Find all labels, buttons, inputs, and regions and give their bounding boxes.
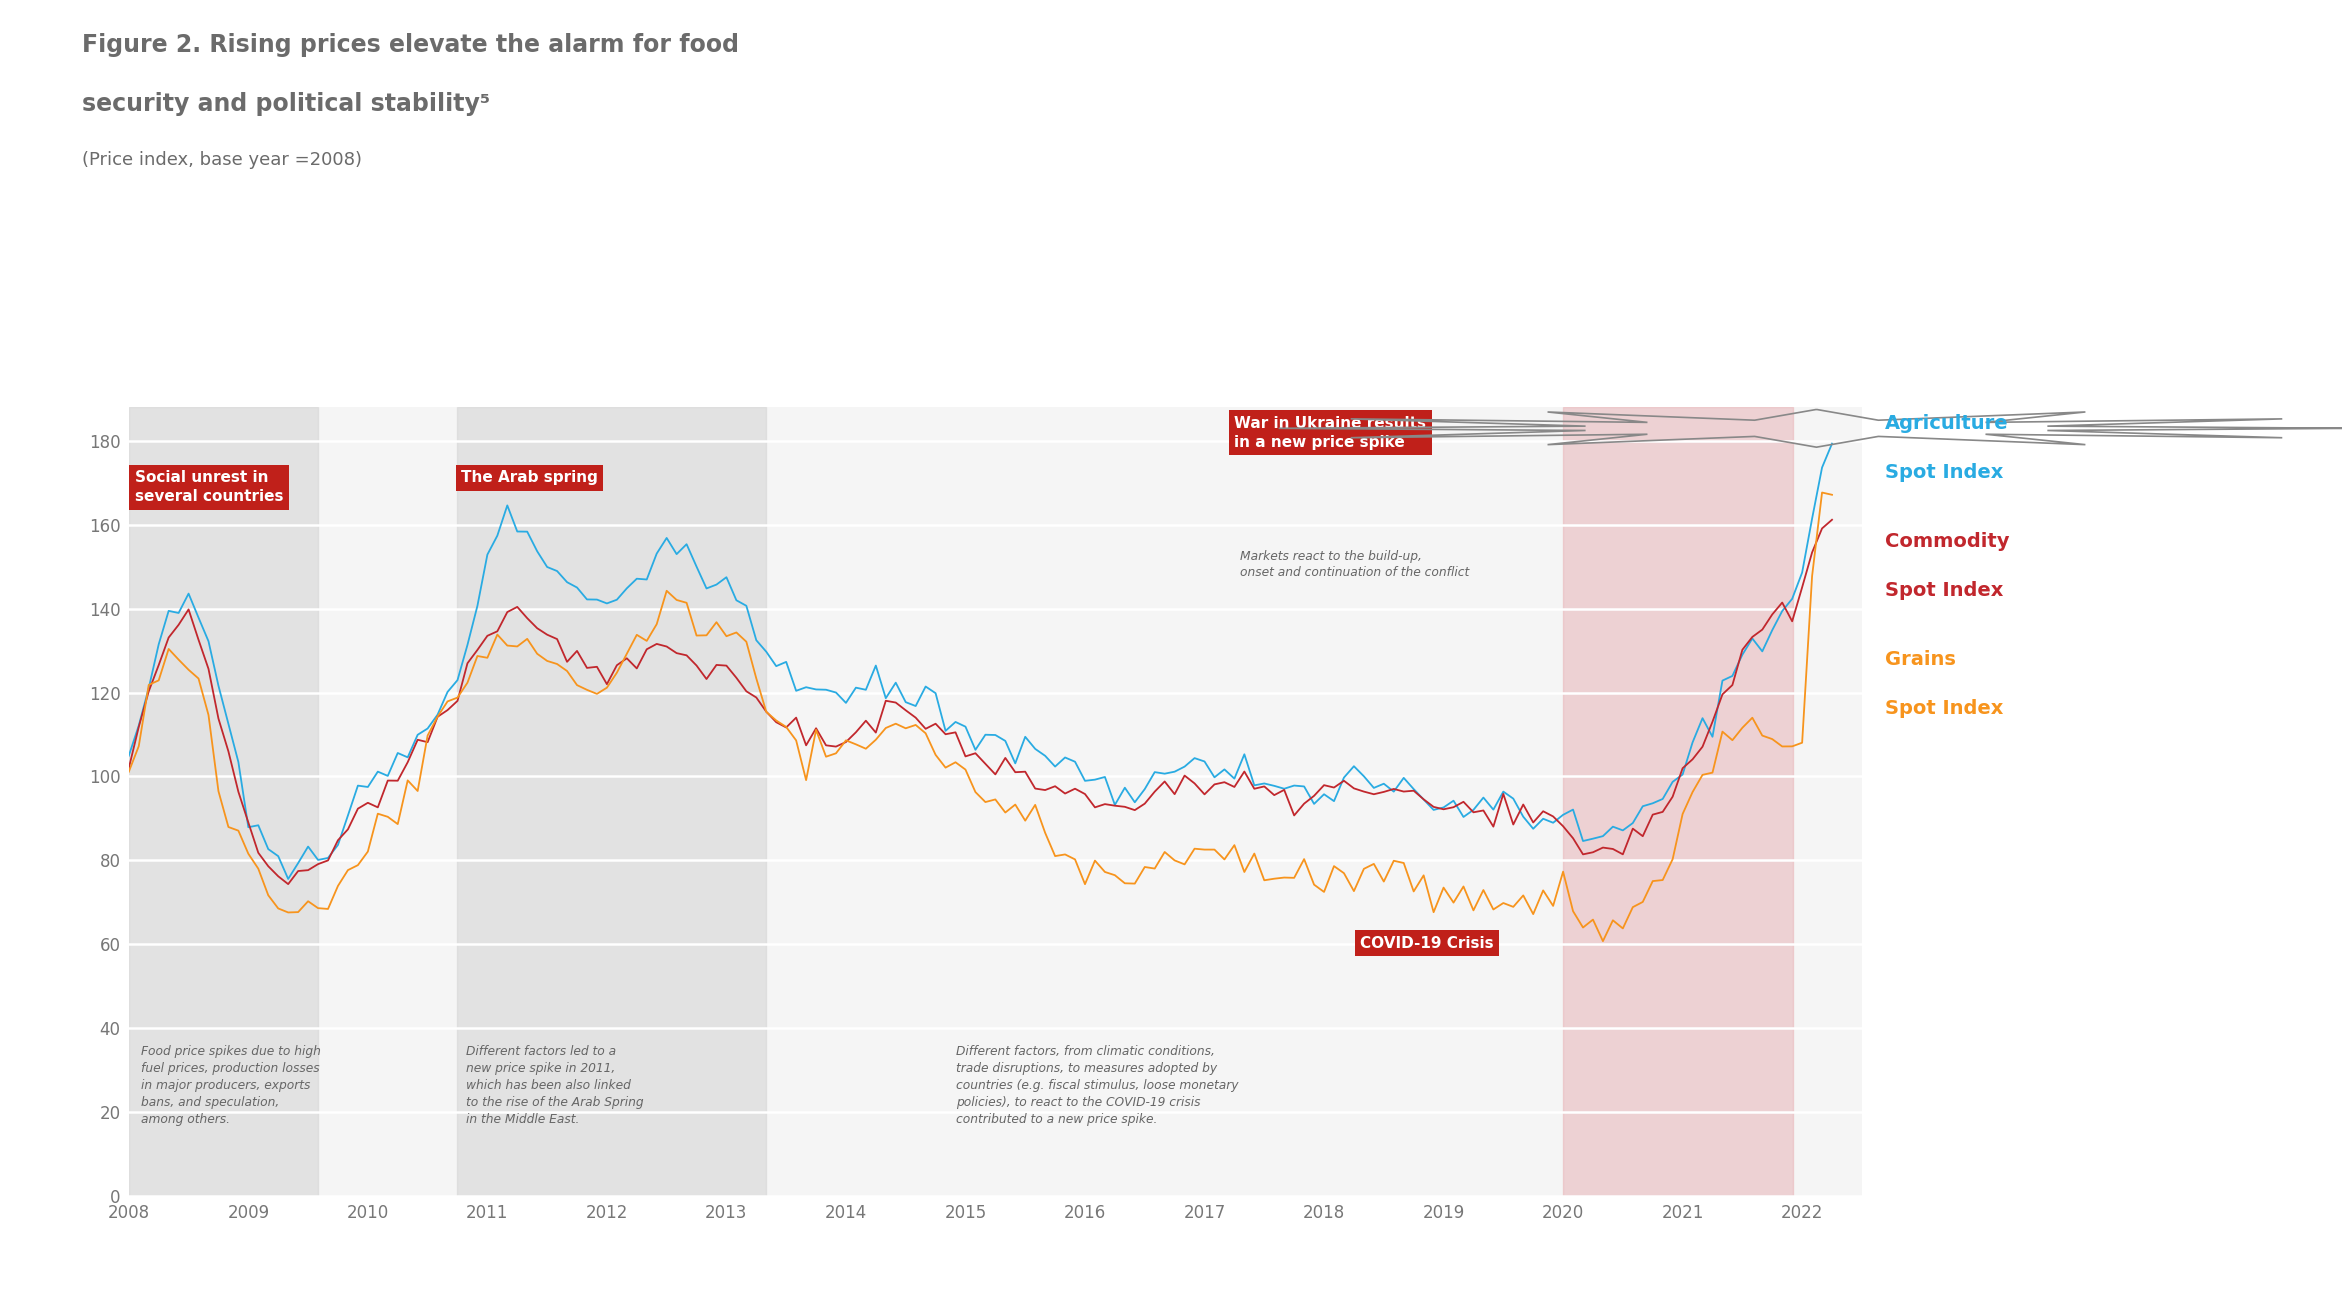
Text: War in Ukraine results
in a new price spike: War in Ukraine results in a new price sp…	[1234, 415, 1426, 449]
Text: Figure 2. Rising prices elevate the alarm for food: Figure 2. Rising prices elevate the alar…	[82, 33, 740, 57]
Text: Commodity: Commodity	[1885, 532, 2009, 551]
Text: Grains: Grains	[1885, 650, 1956, 669]
Bar	[1562, 407, 1792, 1196]
Bar	[457, 407, 766, 1196]
Bar	[129, 407, 319, 1196]
Text: Spot Index: Spot Index	[1885, 463, 2005, 481]
Text: Different factors led to a
new price spike in 2011,
which has been also linked
t: Different factors led to a new price spi…	[466, 1045, 644, 1126]
Text: Social unrest in
several countries: Social unrest in several countries	[136, 470, 283, 505]
Text: Different factors, from climatic conditions,
trade disruptions, to measures adop: Different factors, from climatic conditi…	[956, 1045, 1239, 1126]
Text: Food price spikes due to high
fuel prices, production losses
in major producers,: Food price spikes due to high fuel price…	[141, 1045, 321, 1126]
Text: Spot Index: Spot Index	[1885, 581, 2005, 599]
Text: (Price index, base year =2008): (Price index, base year =2008)	[82, 151, 363, 170]
Text: Markets react to the build-up,
onset and continuation of the conflict: Markets react to the build-up, onset and…	[1241, 551, 1471, 579]
Text: Spot Index: Spot Index	[1885, 699, 2005, 717]
Text: The Arab spring: The Arab spring	[461, 470, 597, 485]
Text: Agriculture: Agriculture	[1885, 414, 2009, 432]
Text: COVID-19 Crisis: COVID-19 Crisis	[1361, 936, 1494, 951]
Text: security and political stability⁵: security and political stability⁵	[82, 92, 489, 116]
